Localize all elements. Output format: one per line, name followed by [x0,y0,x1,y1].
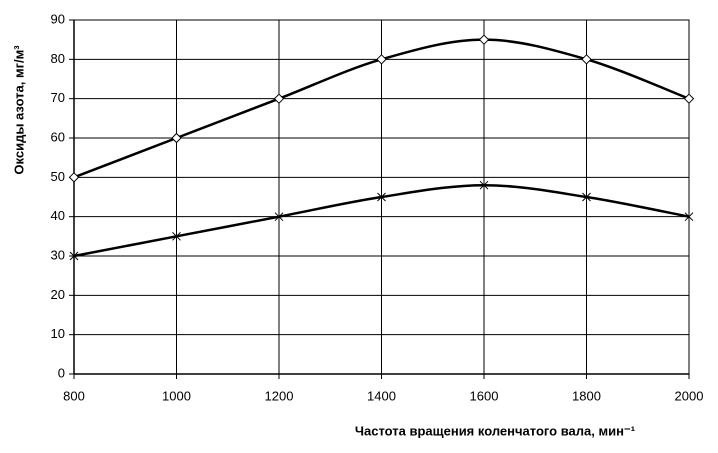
y-tick-label: 40 [51,208,65,223]
marker [376,54,387,65]
x-tick-label: 1400 [367,388,396,403]
y-tick-label: 20 [51,287,65,302]
y-tick-label: 80 [51,51,65,66]
x-tick-label: 1000 [162,388,191,403]
y-tick-label: 0 [58,365,65,380]
marker [478,34,490,45]
x-tick-label: 1600 [470,388,499,403]
marker [683,93,695,104]
x-tick-label: 2000 [675,388,704,403]
y-tick-label: 30 [51,247,65,262]
x-axis-title: Частота вращения коленчатого вала, мин⁻¹ [355,423,635,438]
y-axis-title: Оксиды азота, мг/м³ [11,45,26,175]
marker [377,192,386,202]
y-tick-label: 10 [51,326,65,341]
marker [582,192,591,202]
marker [479,180,489,190]
marker [684,212,694,222]
marker [274,212,284,222]
y-tick-label: 50 [51,169,65,184]
y-tick-label: 60 [51,129,65,144]
x-tick-label: 800 [63,388,85,403]
x-tick-label: 1200 [265,388,294,403]
y-tick-label: 70 [51,90,65,105]
marker [172,231,181,241]
marker [273,93,285,104]
marker [69,251,79,261]
marker [68,172,80,183]
marker [581,54,592,65]
x-tick-label: 1800 [572,388,601,403]
marker [171,132,182,144]
y-tick-label: 90 [51,11,65,26]
